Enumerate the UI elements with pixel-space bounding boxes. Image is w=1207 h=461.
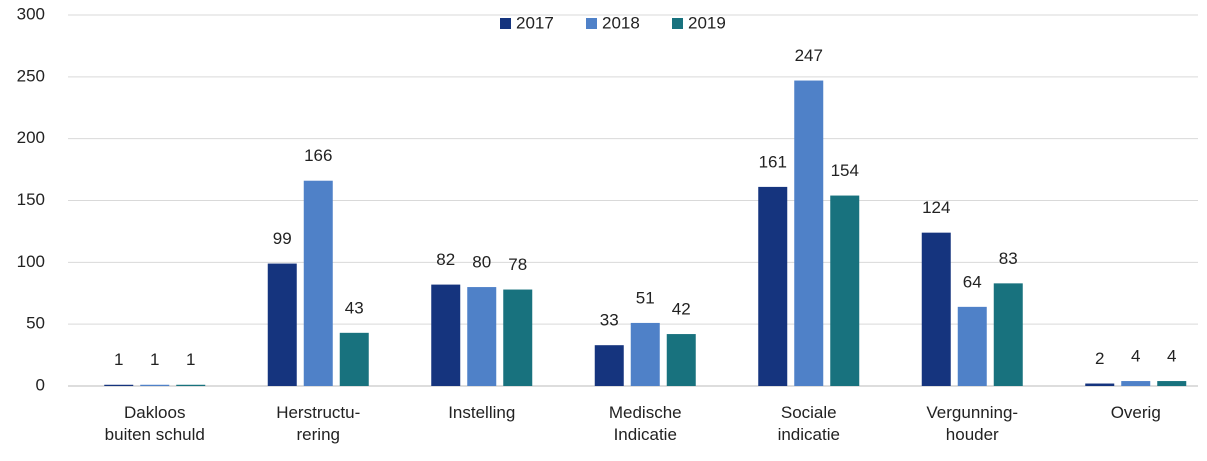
value-label: 33 — [600, 311, 619, 330]
legend-swatch — [672, 18, 683, 29]
bar — [1085, 383, 1115, 386]
y-tick-label: 200 — [17, 128, 45, 147]
y-tick-label: 100 — [17, 252, 45, 271]
value-label: 78 — [508, 255, 527, 274]
value-label: 4 — [1131, 347, 1140, 366]
bar — [594, 345, 624, 386]
value-label: 1 — [114, 350, 123, 369]
value-label: 1 — [150, 350, 159, 369]
bar — [303, 180, 333, 386]
bar — [758, 186, 788, 386]
value-label: 4 — [1167, 347, 1176, 366]
bar — [431, 284, 461, 386]
legend-swatch — [500, 18, 511, 29]
value-label: 99 — [273, 229, 292, 248]
value-label: 154 — [831, 161, 859, 180]
x-tick-label: Herstructu- rering — [276, 403, 361, 444]
bar — [957, 306, 987, 386]
bar — [267, 263, 297, 386]
bar — [140, 384, 170, 386]
value-label: 247 — [795, 46, 823, 65]
bar — [794, 80, 824, 386]
legend-label: 2019 — [688, 13, 726, 32]
x-tick-label: Overig — [1110, 403, 1161, 422]
bar — [104, 384, 134, 386]
value-label: 1 — [186, 350, 195, 369]
value-label: 124 — [922, 198, 950, 217]
x-tick-label: Instelling — [448, 403, 516, 422]
bar — [993, 283, 1023, 386]
bar — [830, 195, 860, 386]
x-tick-label: Dakloos buiten schuld — [104, 403, 205, 444]
bar — [467, 287, 497, 386]
value-label: 43 — [345, 298, 364, 317]
bar — [1121, 381, 1151, 386]
x-tick-label: Sociale indicatie — [777, 403, 840, 444]
value-label: 80 — [472, 253, 491, 272]
bar — [176, 384, 206, 386]
bar — [339, 332, 369, 386]
y-tick-label: 300 — [17, 4, 45, 23]
y-tick-label: 50 — [26, 314, 45, 333]
y-tick-label: 250 — [17, 66, 45, 85]
bar — [921, 232, 951, 386]
value-label: 42 — [672, 300, 691, 319]
bar — [1157, 381, 1187, 386]
value-label: 161 — [759, 152, 787, 171]
legend-label: 2017 — [516, 13, 554, 32]
value-label: 166 — [304, 146, 332, 165]
legend-swatch — [586, 18, 597, 29]
y-tick-label: 150 — [17, 190, 45, 209]
value-label: 83 — [999, 249, 1018, 268]
bar — [503, 289, 533, 386]
value-label: 82 — [436, 250, 455, 269]
x-tick-label: Vergunning- houder — [926, 403, 1019, 444]
bar — [630, 322, 660, 386]
x-tick-label: Medische Indicatie — [608, 403, 682, 444]
value-label: 2 — [1095, 349, 1104, 368]
y-tick-label: 0 — [36, 375, 45, 394]
bar — [666, 334, 696, 386]
legend-label: 2018 — [602, 13, 640, 32]
value-label: 64 — [963, 272, 982, 291]
value-label: 51 — [636, 288, 655, 307]
